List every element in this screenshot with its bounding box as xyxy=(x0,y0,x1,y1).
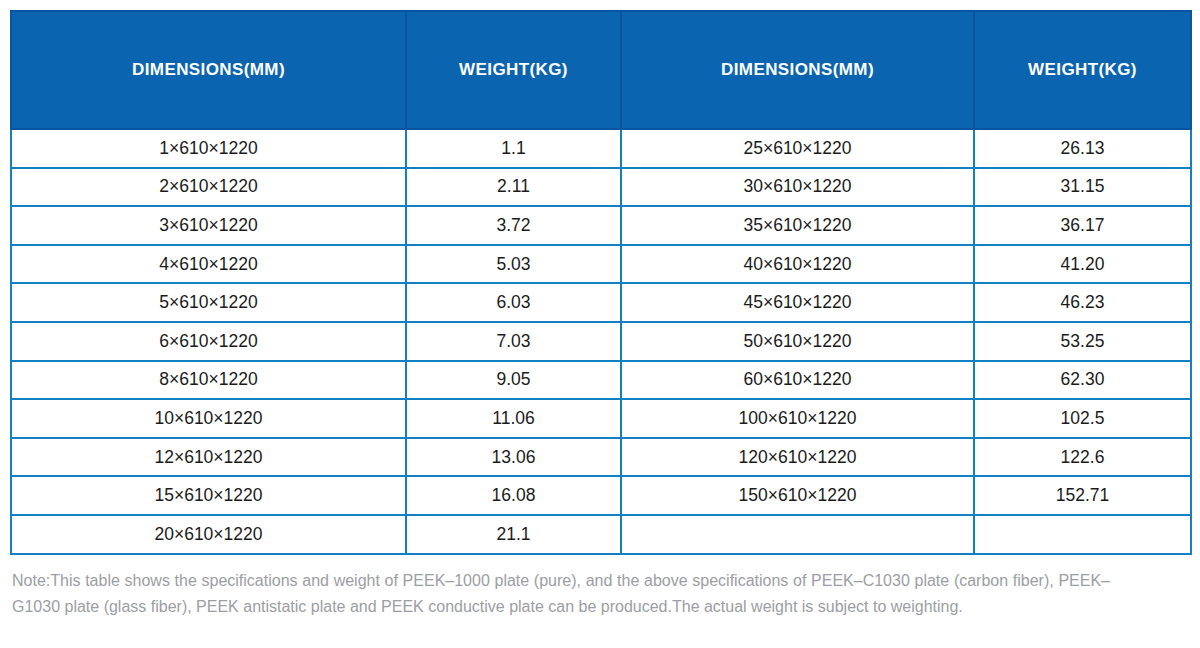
table-cell: 2×610×1220 xyxy=(11,168,406,207)
column-header: DIMENSIONS(MM) xyxy=(11,11,406,129)
table-cell: 62.30 xyxy=(974,361,1191,400)
table-cell: 53.25 xyxy=(974,322,1191,361)
table-row: 8×610×12209.0560×610×122062.30 xyxy=(11,361,1191,400)
table-cell: 20×610×1220 xyxy=(11,515,406,554)
table-cell: 25×610×1220 xyxy=(621,129,974,168)
table-cell: 13.06 xyxy=(406,438,621,477)
table-cell: 30×610×1220 xyxy=(621,168,974,207)
table-cell: 60×610×1220 xyxy=(621,361,974,400)
table-cell: 31.15 xyxy=(974,168,1191,207)
table-cell: 5.03 xyxy=(406,245,621,284)
table-cell: 36.17 xyxy=(974,206,1191,245)
table-cell: 3.72 xyxy=(406,206,621,245)
table-cell: 7.03 xyxy=(406,322,621,361)
table-cell: 3×610×1220 xyxy=(11,206,406,245)
table-row: 15×610×122016.08150×610×1220152.71 xyxy=(11,476,1191,515)
table-header: DIMENSIONS(MM)WEIGHT(KG)DIMENSIONS(MM)WE… xyxy=(11,11,1191,129)
table-row: 12×610×122013.06120×610×1220122.6 xyxy=(11,438,1191,477)
table-cell: 46.23 xyxy=(974,283,1191,322)
table-row: 6×610×12207.0350×610×122053.25 xyxy=(11,322,1191,361)
table-cell: 16.08 xyxy=(406,476,621,515)
table-cell xyxy=(974,515,1191,554)
table-row: 1×610×12201.125×610×122026.13 xyxy=(11,129,1191,168)
table-cell: 40×610×1220 xyxy=(621,245,974,284)
table-cell: 100×610×1220 xyxy=(621,399,974,438)
table-cell: 4×610×1220 xyxy=(11,245,406,284)
column-header: WEIGHT(KG) xyxy=(974,11,1191,129)
table-cell xyxy=(621,515,974,554)
peek-plate-spec-table: DIMENSIONS(MM)WEIGHT(KG)DIMENSIONS(MM)WE… xyxy=(10,10,1192,555)
table-cell: 50×610×1220 xyxy=(621,322,974,361)
table-cell: 11.06 xyxy=(406,399,621,438)
table-cell: 8×610×1220 xyxy=(11,361,406,400)
table-row: 3×610×12203.7235×610×122036.17 xyxy=(11,206,1191,245)
table-cell: 5×610×1220 xyxy=(11,283,406,322)
table-cell: 12×610×1220 xyxy=(11,438,406,477)
header-row: DIMENSIONS(MM)WEIGHT(KG)DIMENSIONS(MM)WE… xyxy=(11,11,1191,129)
table-cell: 10×610×1220 xyxy=(11,399,406,438)
table-cell: 150×610×1220 xyxy=(621,476,974,515)
table-cell: 35×610×1220 xyxy=(621,206,974,245)
table-cell: 9.05 xyxy=(406,361,621,400)
table-row: 20×610×122021.1 xyxy=(11,515,1191,554)
table-row: 10×610×122011.06100×610×1220102.5 xyxy=(11,399,1191,438)
table-row: 5×610×12206.0345×610×122046.23 xyxy=(11,283,1191,322)
table-row: 4×610×12205.0340×610×122041.20 xyxy=(11,245,1191,284)
table-cell: 45×610×1220 xyxy=(621,283,974,322)
table-cell: 21.1 xyxy=(406,515,621,554)
table-body: 1×610×12201.125×610×122026.132×610×12202… xyxy=(11,129,1191,554)
table-cell: 26.13 xyxy=(974,129,1191,168)
page-container: DIMENSIONS(MM)WEIGHT(KG)DIMENSIONS(MM)WE… xyxy=(0,0,1200,620)
table-cell: 6×610×1220 xyxy=(11,322,406,361)
table-cell: 152.71 xyxy=(974,476,1191,515)
table-row: 2×610×12202.1130×610×122031.15 xyxy=(11,168,1191,207)
table-cell: 6.03 xyxy=(406,283,621,322)
table-cell: 2.11 xyxy=(406,168,621,207)
column-header: DIMENSIONS(MM) xyxy=(621,11,974,129)
table-cell: 1×610×1220 xyxy=(11,129,406,168)
table-cell: 122.6 xyxy=(974,438,1191,477)
table-cell: 120×610×1220 xyxy=(621,438,974,477)
table-cell: 15×610×1220 xyxy=(11,476,406,515)
column-header: WEIGHT(KG) xyxy=(406,11,621,129)
footnote-text: Note:This table shows the specifications… xyxy=(12,568,1110,620)
table-cell: 41.20 xyxy=(974,245,1191,284)
table-cell: 1.1 xyxy=(406,129,621,168)
table-cell: 102.5 xyxy=(974,399,1191,438)
